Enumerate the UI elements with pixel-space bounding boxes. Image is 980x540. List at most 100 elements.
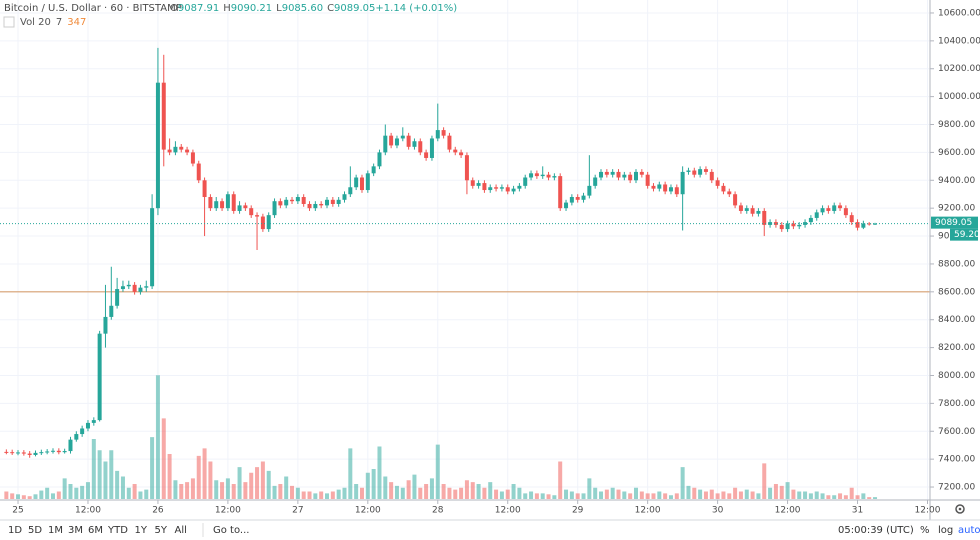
- candle-body: [138, 287, 143, 292]
- range-button[interactable]: 5D: [28, 525, 42, 536]
- range-button[interactable]: 1M: [48, 525, 63, 536]
- scale-option[interactable]: log: [938, 525, 953, 536]
- volume-bar: [144, 489, 149, 499]
- range-button[interactable]: All: [175, 525, 187, 536]
- volume-bar: [249, 472, 254, 499]
- volume-bar: [838, 493, 843, 499]
- volume-bar: [196, 455, 201, 499]
- volume-bar: [424, 484, 429, 499]
- y-tick-label: 7800.00: [938, 399, 975, 409]
- volume-bar: [301, 491, 306, 499]
- volume-bar: [74, 487, 79, 499]
- candle-body: [604, 171, 609, 175]
- candle-body: [750, 208, 755, 214]
- settings-icon[interactable]: [955, 504, 965, 514]
- volume-bar: [470, 482, 475, 499]
- range-button[interactable]: YTD: [107, 525, 128, 536]
- candle-body: [313, 203, 318, 209]
- volume-bar: [115, 470, 120, 499]
- x-tick-label: 25: [12, 506, 23, 516]
- candle-body: [120, 286, 125, 290]
- volume-bar: [237, 467, 242, 499]
- scale-option[interactable]: %: [920, 525, 930, 536]
- legend-label: C: [327, 3, 334, 14]
- legend-value: 9085.60: [282, 3, 323, 14]
- last-price-box: [931, 216, 978, 229]
- volume-bar: [832, 495, 837, 499]
- volume-bar: [10, 493, 15, 499]
- y-tick-label: 10000.00: [938, 92, 980, 102]
- volume-bar: [120, 476, 125, 499]
- candle-body: [418, 141, 423, 153]
- volume-bar: [319, 491, 324, 499]
- volume-bar: [867, 497, 872, 499]
- candle-body: [622, 174, 627, 178]
- volume-bar: [185, 482, 190, 499]
- volume-bar: [68, 484, 73, 499]
- volume-bar: [808, 493, 813, 499]
- countdown-label: 59.20: [954, 230, 980, 240]
- candle-body: [412, 141, 417, 147]
- volume-bar: [150, 437, 155, 499]
- candle-body: [80, 428, 85, 435]
- volume-bar: [4, 491, 9, 499]
- candle-body: [260, 216, 265, 230]
- range-button[interactable]: 1Y: [135, 525, 148, 536]
- candle-body: [494, 187, 499, 189]
- range-button[interactable]: 5Y: [155, 525, 168, 536]
- volume-bar: [91, 439, 96, 499]
- volume-bar: [179, 484, 184, 499]
- volume-bar: [406, 480, 411, 499]
- volume-bar: [342, 487, 347, 499]
- volume-bar: [16, 494, 21, 499]
- x-tick-label: 29: [572, 506, 584, 516]
- scale-option[interactable]: auto: [958, 525, 980, 536]
- volume-bar: [313, 493, 318, 499]
- volume-bar: [599, 491, 604, 499]
- range-button[interactable]: 3M: [68, 525, 83, 536]
- volume-bar: [558, 461, 563, 499]
- candle-body: [62, 451, 67, 453]
- y-tick-label: 7400.00: [938, 455, 975, 465]
- volume-bar: [359, 487, 364, 499]
- volume-bar: [220, 482, 225, 499]
- volume-bar: [715, 493, 720, 499]
- volume-bar: [39, 490, 44, 499]
- candle-body: [45, 451, 50, 453]
- y-tick-label: 9400.00: [938, 176, 975, 186]
- candle-body: [558, 176, 563, 209]
- candle-body: [167, 149, 172, 153]
- candle-body: [692, 170, 697, 175]
- candle-body: [68, 439, 73, 452]
- candle-body: [517, 185, 522, 189]
- candle-body: [867, 223, 872, 225]
- volume-bar: [499, 491, 504, 499]
- axes: 7200.00 7400.00 7600.00 7800.00 8000.00 8200.…: [12, 8, 980, 515]
- candle-body: [359, 177, 364, 191]
- volume-bar: [593, 487, 598, 499]
- volume-bar: [762, 463, 767, 499]
- marks: [0, 47, 930, 499]
- collapse-button[interactable]: [3, 16, 15, 28]
- candle-body: [680, 171, 685, 195]
- countdown-box: [950, 228, 978, 241]
- candle-body: [196, 163, 201, 181]
- candle-body: [569, 197, 574, 203]
- candle-body: [587, 185, 592, 196]
- candle-body: [225, 194, 230, 209]
- range-button[interactable]: 6M: [88, 525, 103, 536]
- volume-bar: [756, 493, 761, 499]
- volume-bar: [668, 495, 673, 499]
- volume-bar: [616, 489, 621, 499]
- volume-bar: [161, 418, 166, 499]
- volume-legend-item: 347: [67, 17, 86, 28]
- volume-bar: [686, 485, 691, 499]
- range-button[interactable]: 1D: [8, 525, 22, 536]
- volume-bar: [855, 495, 860, 499]
- volume-bar: [167, 454, 172, 499]
- candle-body: [779, 224, 784, 230]
- goto-button[interactable]: Go to...: [213, 525, 249, 536]
- candle-body: [733, 194, 738, 206]
- volume-bar: [80, 485, 85, 499]
- volume-bar: [435, 444, 440, 499]
